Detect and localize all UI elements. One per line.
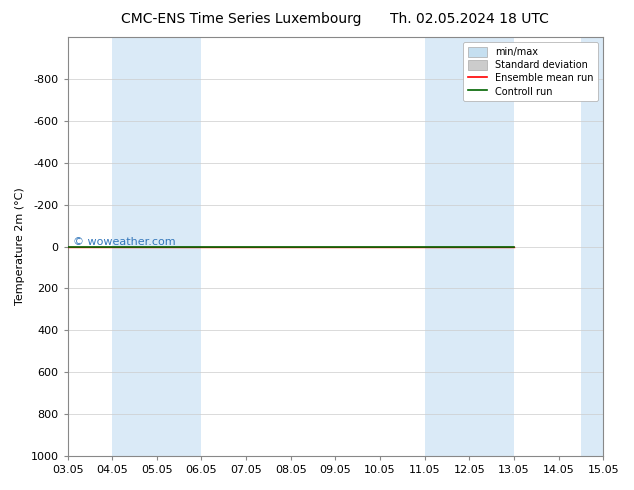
Legend: min/max, Standard deviation, Ensemble mean run, Controll run: min/max, Standard deviation, Ensemble me… — [463, 42, 598, 101]
Bar — [581, 37, 603, 456]
Text: CMC-ENS Time Series Luxembourg: CMC-ENS Time Series Luxembourg — [120, 12, 361, 26]
Text: © woweather.com: © woweather.com — [73, 237, 176, 246]
Bar — [425, 37, 514, 456]
Y-axis label: Temperature 2m (°C): Temperature 2m (°C) — [15, 188, 25, 305]
Bar — [112, 37, 202, 456]
Text: Th. 02.05.2024 18 UTC: Th. 02.05.2024 18 UTC — [390, 12, 548, 26]
